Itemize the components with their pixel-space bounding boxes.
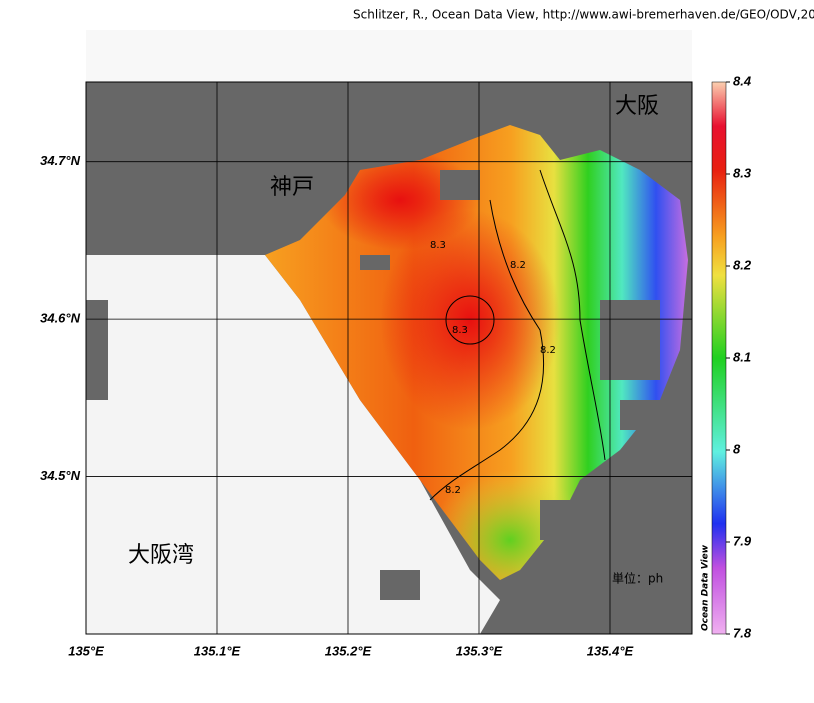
contours <box>429 169 606 501</box>
unit-label: 単位：ph <box>612 571 663 586</box>
colorbar-tick-label: 8.1 <box>733 349 751 364</box>
frame <box>85 81 693 635</box>
land <box>86 300 108 400</box>
contour-label: 8.3 <box>430 240 446 251</box>
contour-label: 8.2 <box>540 345 556 356</box>
contour-label: 8.3 <box>452 325 468 336</box>
sea <box>86 255 500 634</box>
place-label: 大阪湾 <box>128 543 194 568</box>
place-label: 神戸 <box>270 175 314 200</box>
y-tick-label: 34.7°N <box>40 153 81 168</box>
colorbar-tick-label: 7.9 <box>733 533 752 548</box>
x-tick-label: 135.1°E <box>194 643 241 658</box>
x-tick-label: 135.2°E <box>325 643 372 658</box>
colorbar-tick-label: 8.4 <box>733 73 752 88</box>
credit: Schlitzer, R., Ocean Data View, http://w… <box>353 8 814 22</box>
x-tick-label: 135.4°E <box>587 643 634 658</box>
y-tick-label: 34.5°N <box>40 468 81 483</box>
header-band <box>86 30 692 82</box>
colorbar-tick-label: 8.3 <box>733 165 752 180</box>
contour-label: 8.2 <box>445 485 461 496</box>
y-tick-label: 34.6°N <box>40 311 81 326</box>
x-tick-label: 135°E <box>68 643 104 658</box>
contour-label: 8.2 <box>510 260 526 271</box>
colorbar-tick-label: 7.8 <box>733 625 752 640</box>
colorbar-tick-label: 8.2 <box>733 257 752 272</box>
colorbar-label: Ocean Data View <box>701 544 711 631</box>
colorbar <box>711 81 727 635</box>
colorbar-tick-label: 8 <box>733 441 741 456</box>
place-label: 大阪 <box>615 94 659 119</box>
x-tick-label: 135.3°E <box>456 643 503 658</box>
